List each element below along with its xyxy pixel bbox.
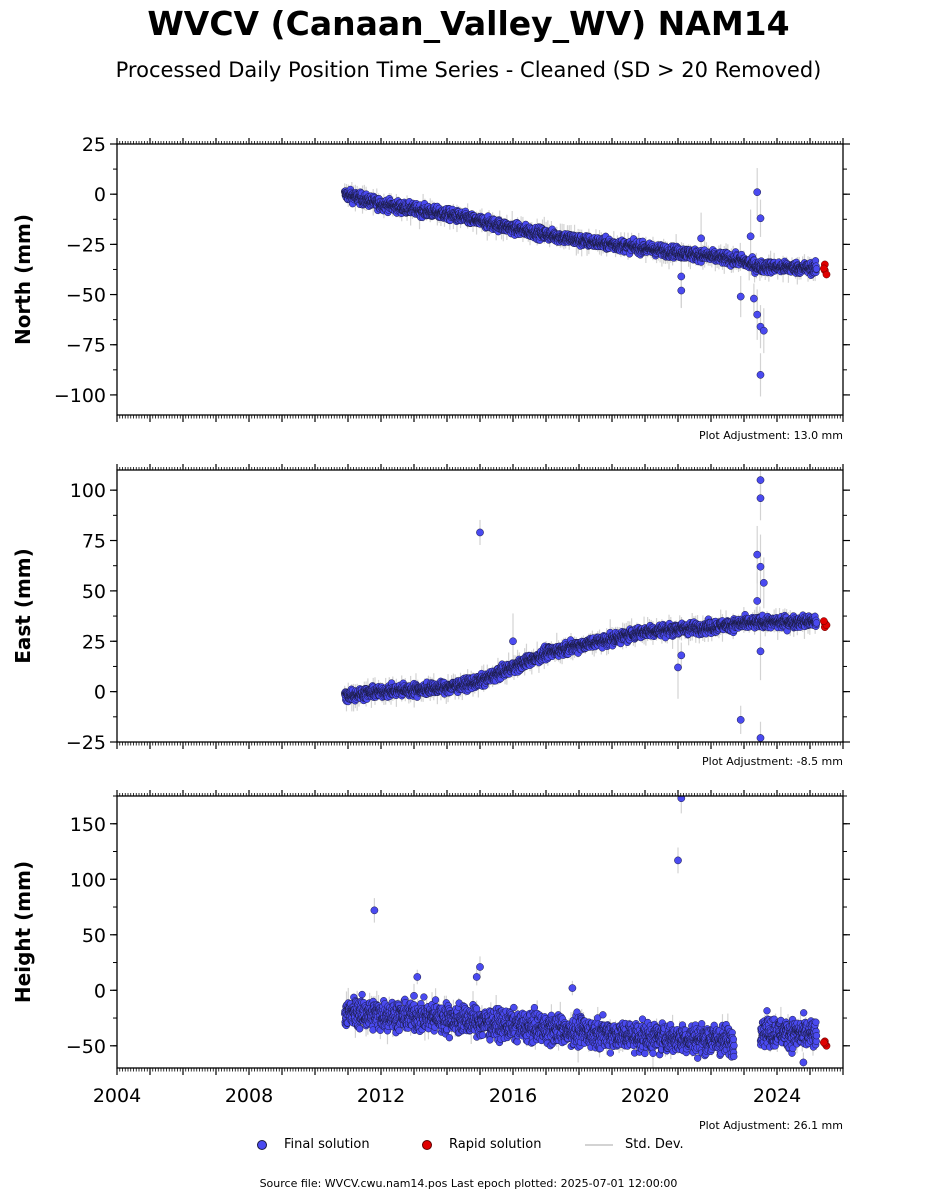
- north-axis-label: North (mm): [11, 214, 35, 345]
- rapid-solution-point: [820, 264, 828, 273]
- final-solution-point: [677, 272, 686, 281]
- north-plot-frame: [116, 143, 844, 416]
- chart-subtitle: Processed Daily Position Time Series - C…: [115, 58, 822, 82]
- final-solution-point: [746, 232, 755, 241]
- final-solution-point: [756, 214, 765, 223]
- north-y-tick-label: −50: [66, 285, 106, 307]
- final-solution-point: [677, 286, 686, 295]
- chart-title: WVCV (Canaan_Valley_WV) NAM14: [147, 4, 790, 43]
- final-solution-point: [750, 294, 758, 303]
- final-solution-point: [736, 292, 745, 301]
- final-solution-point: [756, 371, 765, 379]
- north-y-tick-label: −75: [66, 335, 106, 357]
- final-solution-point: [697, 234, 705, 243]
- final-solution-point: [759, 326, 768, 335]
- north-y-tick-label: 0: [94, 184, 106, 206]
- east-data-group: [341, 470, 831, 742]
- final-solution-point: [812, 265, 821, 273]
- final-solution-point: [753, 188, 762, 197]
- north-y-tick-label: −100: [54, 385, 106, 407]
- north-data-group: [341, 168, 831, 397]
- north-y-tick-label: −25: [66, 234, 106, 256]
- final-solution-point: [753, 310, 762, 319]
- north-y-tick-label: 25: [82, 134, 106, 156]
